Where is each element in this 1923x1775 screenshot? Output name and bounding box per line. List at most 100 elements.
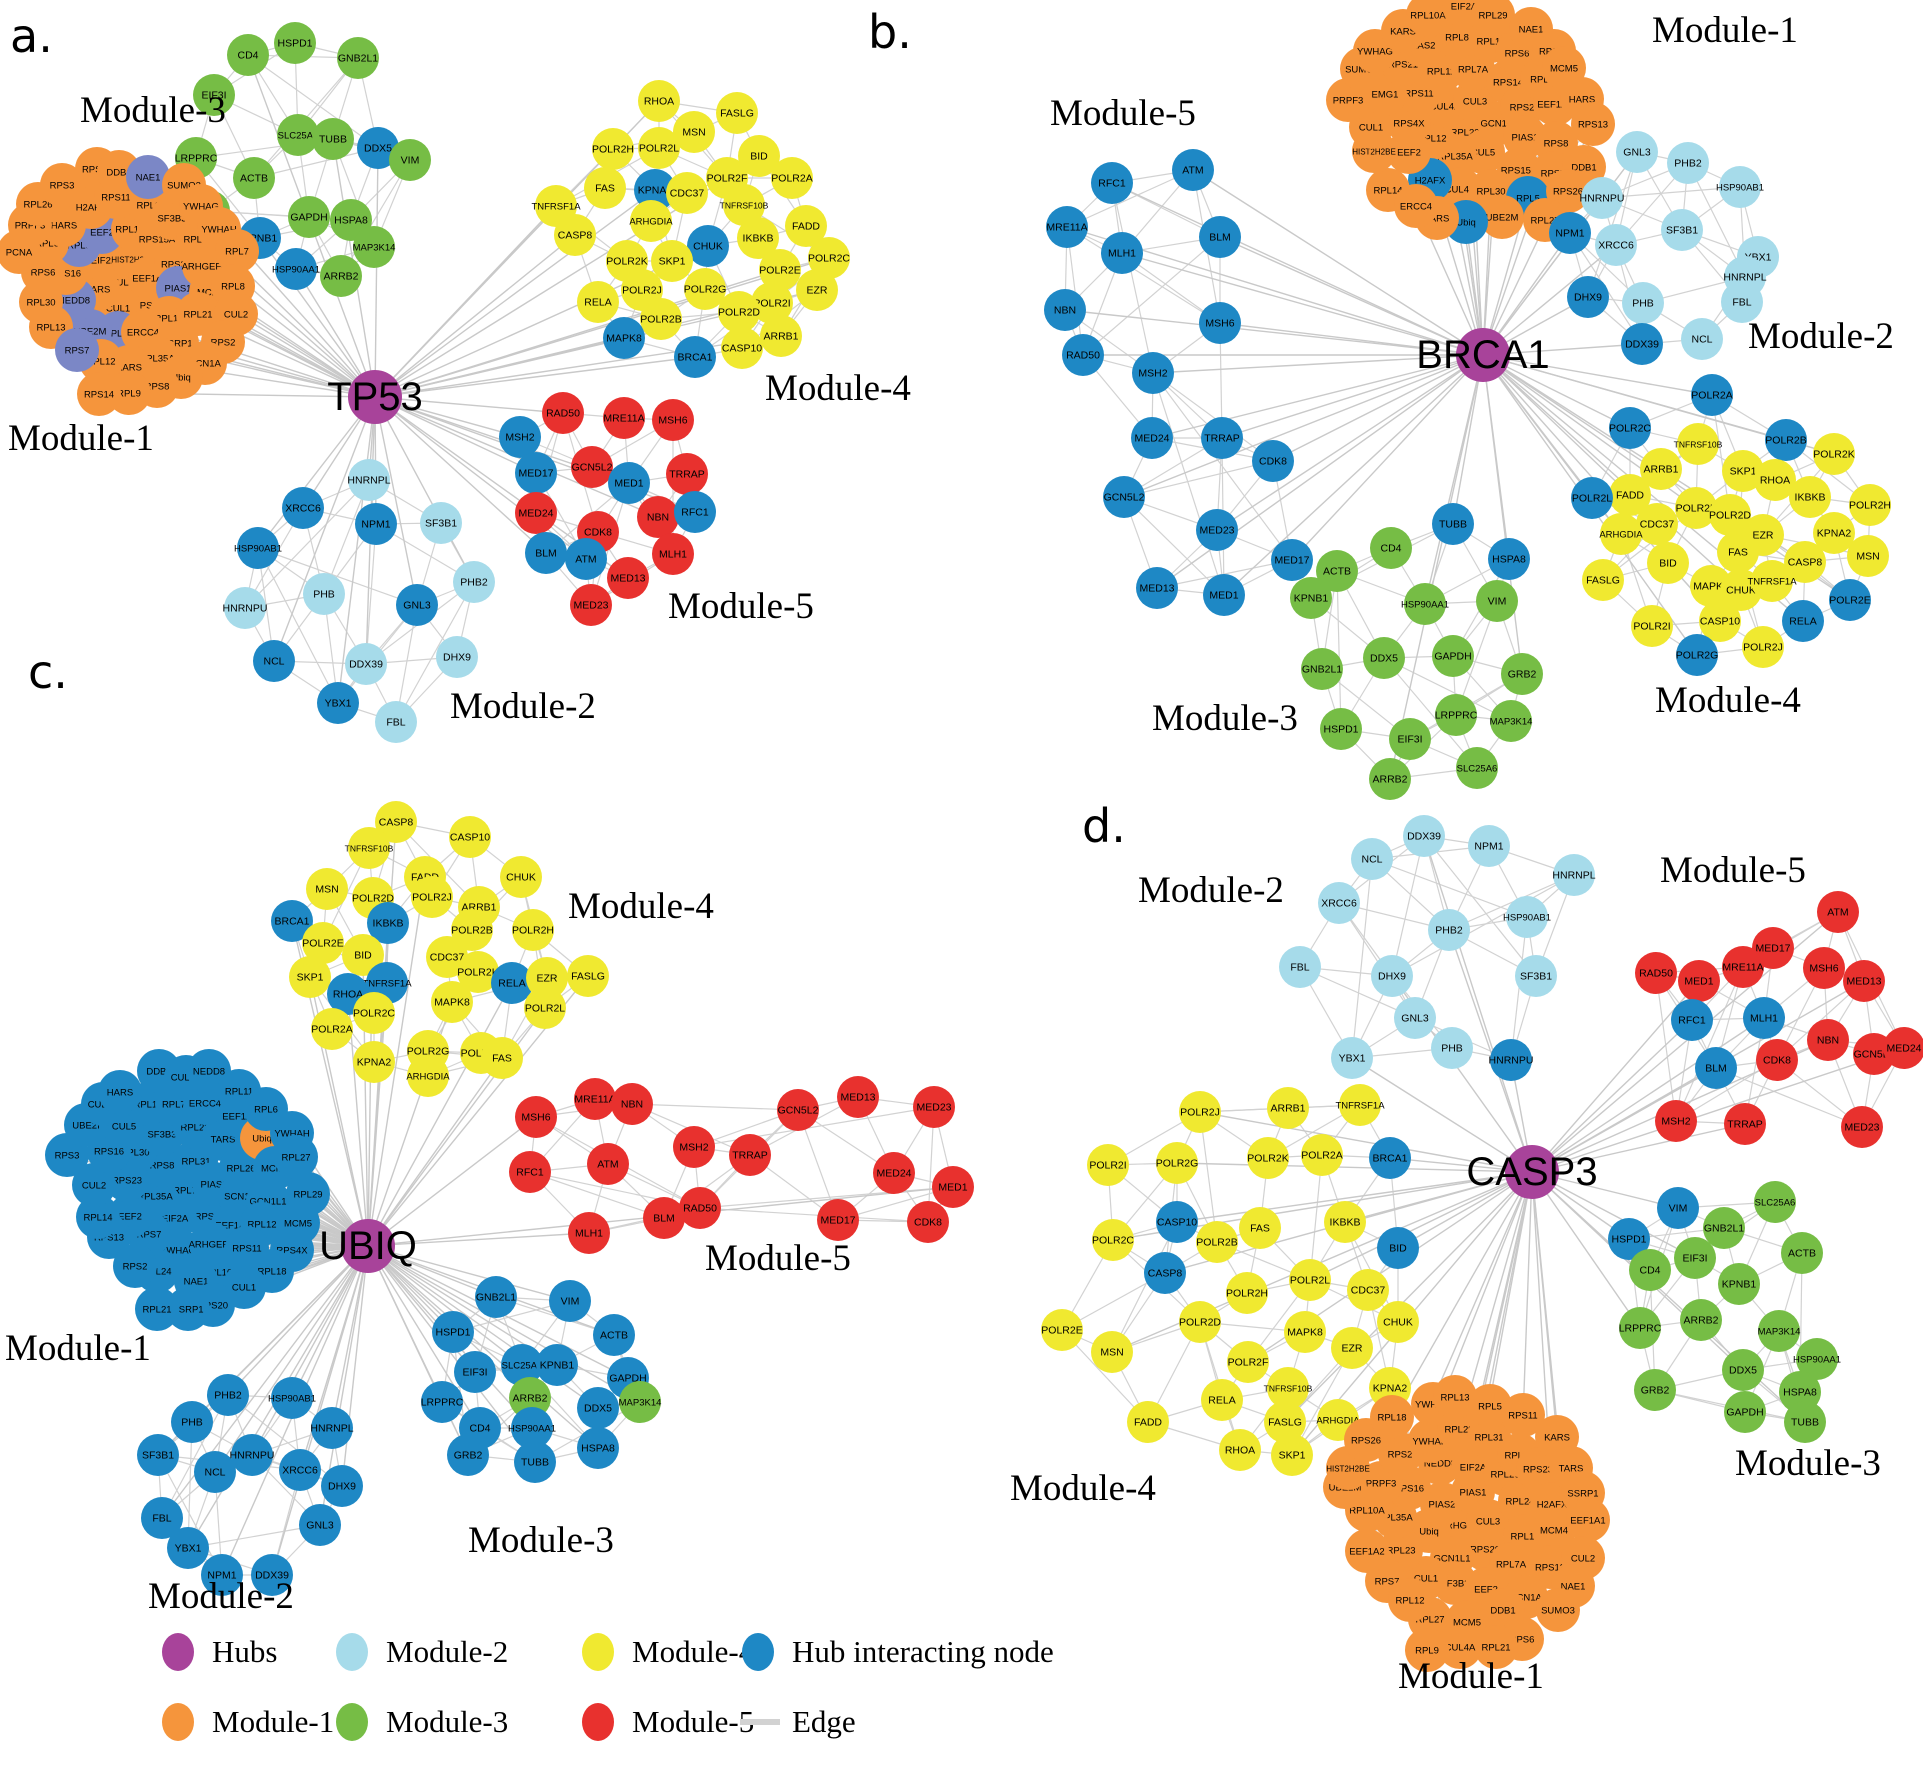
node-circle-NPM1[interactable] bbox=[201, 1554, 243, 1596]
node-circle-RPS23[interactable] bbox=[1516, 1447, 1560, 1491]
node-XRCC6[interactable]: XRCC6 bbox=[1318, 882, 1360, 924]
node-circle-VIM[interactable] bbox=[1476, 580, 1518, 622]
node-circle-MED13[interactable] bbox=[837, 1076, 879, 1118]
node-circle-RPL12[interactable] bbox=[1388, 1578, 1432, 1622]
node-ERCC4[interactable]: ERCC4 bbox=[1394, 184, 1438, 228]
node-POLR2F[interactable]: POLR2F bbox=[1227, 1341, 1269, 1383]
node-RPS2[interactable]: RPS2 bbox=[113, 1244, 157, 1288]
node-circle-IKBKB[interactable] bbox=[367, 902, 409, 944]
node-POLR2G[interactable]: POLR2G bbox=[1156, 1142, 1199, 1184]
node-circle-BID[interactable] bbox=[1377, 1227, 1419, 1269]
node-SKP1[interactable]: SKP1 bbox=[289, 956, 331, 998]
node-VIM[interactable]: VIM bbox=[1476, 580, 1518, 622]
node-circle-SUMO3[interactable] bbox=[1536, 1588, 1580, 1632]
node-circle-SF3B1[interactable] bbox=[1515, 955, 1557, 997]
node-circle-CASP10[interactable] bbox=[1156, 1201, 1198, 1243]
node-HSPD1[interactable]: HSPD1 bbox=[1320, 708, 1362, 750]
node-circle-DDX39[interactable] bbox=[345, 643, 387, 685]
node-circle-HSPD1[interactable] bbox=[432, 1311, 474, 1353]
node-RHOA[interactable]: RHOA bbox=[638, 80, 680, 122]
node-circle-HNRNPU[interactable] bbox=[231, 1434, 273, 1476]
node-circle-ARHGDIA[interactable] bbox=[1600, 513, 1642, 555]
node-circle-SKP1[interactable] bbox=[1271, 1434, 1313, 1476]
node-ATM[interactable]: ATM bbox=[565, 538, 607, 580]
node-circle-FASLG[interactable] bbox=[716, 92, 758, 134]
node-EIF3I[interactable]: EIF3I bbox=[1674, 1237, 1716, 1279]
node-circle-RPS3[interactable] bbox=[40, 163, 84, 207]
node-circle-VIM[interactable] bbox=[549, 1280, 591, 1322]
node-circle-RPL10A[interactable] bbox=[1406, 0, 1450, 37]
node-circle-POLR2E[interactable] bbox=[302, 922, 344, 964]
node-circle-MSH6[interactable] bbox=[1803, 947, 1845, 989]
node-DDX39[interactable]: DDX39 bbox=[345, 643, 387, 685]
node-circle-ACTB[interactable] bbox=[1781, 1232, 1823, 1274]
node-circle-RFC1[interactable] bbox=[509, 1151, 551, 1193]
node-BLM[interactable]: BLM bbox=[525, 532, 567, 574]
node-circle-CASP10[interactable] bbox=[1699, 600, 1741, 642]
node-MED1[interactable]: MED1 bbox=[1203, 574, 1245, 616]
node-circle-MED17[interactable] bbox=[515, 452, 557, 494]
node-circle-RFC1[interactable] bbox=[674, 491, 716, 533]
node-circle-ARRB1[interactable] bbox=[760, 315, 802, 357]
node-circle-HNRNPU[interactable] bbox=[1490, 1039, 1532, 1081]
node-BID[interactable]: BID bbox=[1377, 1227, 1419, 1269]
node-circle-RPL29[interactable] bbox=[1471, 0, 1515, 37]
node-VIM[interactable]: VIM bbox=[549, 1280, 591, 1322]
node-circle-DHX9[interactable] bbox=[436, 636, 478, 678]
node-circle-MED13[interactable] bbox=[607, 557, 649, 599]
node-circle-RPL27[interactable] bbox=[274, 1135, 318, 1179]
node-circle-CD4[interactable] bbox=[1370, 527, 1412, 569]
node-RPS14[interactable]: RPS14 bbox=[77, 372, 121, 416]
node-CASP8[interactable]: CASP8 bbox=[1144, 1252, 1186, 1294]
node-circle-CHUK[interactable] bbox=[687, 225, 729, 267]
node-circle-MLH1[interactable] bbox=[1101, 232, 1143, 274]
node-circle-POLR2G[interactable] bbox=[1676, 634, 1718, 676]
node-POLR2B[interactable]: POLR2B bbox=[1196, 1221, 1238, 1263]
node-circle-PHB2[interactable] bbox=[1428, 909, 1470, 951]
node-NCL[interactable]: NCL bbox=[1681, 318, 1723, 360]
node-MED13[interactable]: MED13 bbox=[1136, 567, 1178, 609]
node-HNRNPU[interactable]: HNRNPU bbox=[223, 587, 268, 629]
node-circle-RPL14[interactable] bbox=[76, 1195, 120, 1239]
node-circle-DDX39[interactable] bbox=[1621, 323, 1663, 365]
node-circle-GNL3[interactable] bbox=[299, 1504, 341, 1546]
node-circle-POLR2G[interactable] bbox=[684, 268, 726, 310]
node-GNB2L1[interactable]: GNB2L1 bbox=[475, 1276, 517, 1318]
node-circle-ARRB2[interactable] bbox=[509, 1377, 551, 1419]
node-circle-POLR2D[interactable] bbox=[718, 291, 760, 333]
node-XRCC6[interactable]: XRCC6 bbox=[279, 1449, 321, 1491]
node-RFC1[interactable]: RFC1 bbox=[1091, 162, 1133, 204]
node-circle-RAD50[interactable] bbox=[542, 392, 584, 434]
node-circle-MED24[interactable] bbox=[1883, 1027, 1923, 1069]
node-RAD50[interactable]: RAD50 bbox=[1635, 952, 1677, 994]
node-circle-BID[interactable] bbox=[1647, 542, 1689, 584]
hub-circle[interactable] bbox=[341, 1219, 395, 1273]
node-circle-DHX9[interactable] bbox=[321, 1465, 363, 1507]
node-circle-VIM[interactable] bbox=[1657, 1187, 1699, 1229]
node-circle-RPL5[interactable] bbox=[1468, 1384, 1512, 1428]
node-GCN5L2[interactable]: GCN5L2 bbox=[777, 1089, 819, 1131]
node-circle-ARRB2[interactable] bbox=[320, 255, 362, 297]
node-circle-POLR2C[interactable] bbox=[1092, 1219, 1134, 1261]
node-circle-MED13[interactable] bbox=[1136, 567, 1178, 609]
node-NPM1[interactable]: NPM1 bbox=[355, 503, 397, 545]
node-circle-MED23[interactable] bbox=[1196, 509, 1238, 551]
node-NCL[interactable]: NCL bbox=[194, 1451, 236, 1493]
node-ATM[interactable]: ATM bbox=[587, 1143, 629, 1185]
node-circle-MAPK8[interactable] bbox=[603, 317, 645, 359]
node-circle-IKBKB[interactable] bbox=[1789, 476, 1831, 518]
node-POLR2A[interactable]: POLR2A bbox=[311, 1008, 353, 1050]
node-MED1[interactable]: MED1 bbox=[608, 462, 650, 504]
node-CD4[interactable]: CD4 bbox=[1629, 1249, 1671, 1291]
node-DDX39[interactable]: DDX39 bbox=[1621, 323, 1663, 365]
node-circle-GNB2L1[interactable] bbox=[1301, 648, 1343, 690]
node-POLR2H[interactable]: POLR2H bbox=[1849, 484, 1891, 526]
node-DDX5[interactable]: DDX5 bbox=[1722, 1349, 1764, 1391]
node-circle-FAS[interactable] bbox=[1717, 531, 1759, 573]
node-LRPPRC[interactable]: LRPPRC bbox=[1619, 1307, 1662, 1349]
node-KPNB1[interactable]: KPNB1 bbox=[1718, 1263, 1760, 1305]
node-GRB2[interactable]: GRB2 bbox=[447, 1434, 489, 1476]
node-circle-FAS[interactable] bbox=[481, 1037, 523, 1079]
node-ACTB[interactable]: ACTB bbox=[233, 157, 275, 199]
node-DHX9[interactable]: DHX9 bbox=[321, 1465, 363, 1507]
